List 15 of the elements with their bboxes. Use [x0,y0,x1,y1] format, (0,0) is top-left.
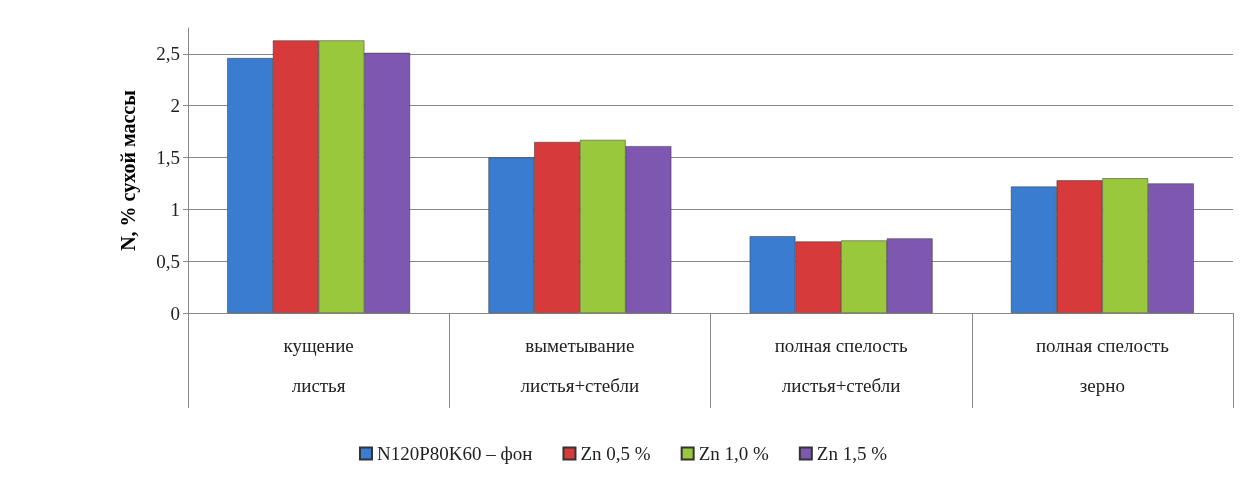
y-tick-label: 0,5 [156,250,180,272]
x-tick-label: кущение листья [283,334,354,396]
y-tick-label: 2 [170,95,180,117]
x-tick-label: полная спелость листья+стебли [774,334,908,396]
y-tick-label: 1,5 [156,147,180,169]
x-tick-label: полная спелость зерно [1035,334,1170,396]
legend-label: N120P80K60 – фон [376,443,533,464]
legend-label: Zn 0,5 % [580,443,651,464]
y-tick-label: 2,5 [156,43,180,65]
x-tick-label: выметывание листья+стебли [520,334,640,396]
legend-label: Zn 1,0 % [698,443,770,464]
y-axis-title: N, % сухой массы [117,89,140,251]
legend-label: Zn 1,5 % [816,443,888,464]
y-tick-label: 0 [170,302,180,324]
y-tick-label: 1 [170,198,180,220]
